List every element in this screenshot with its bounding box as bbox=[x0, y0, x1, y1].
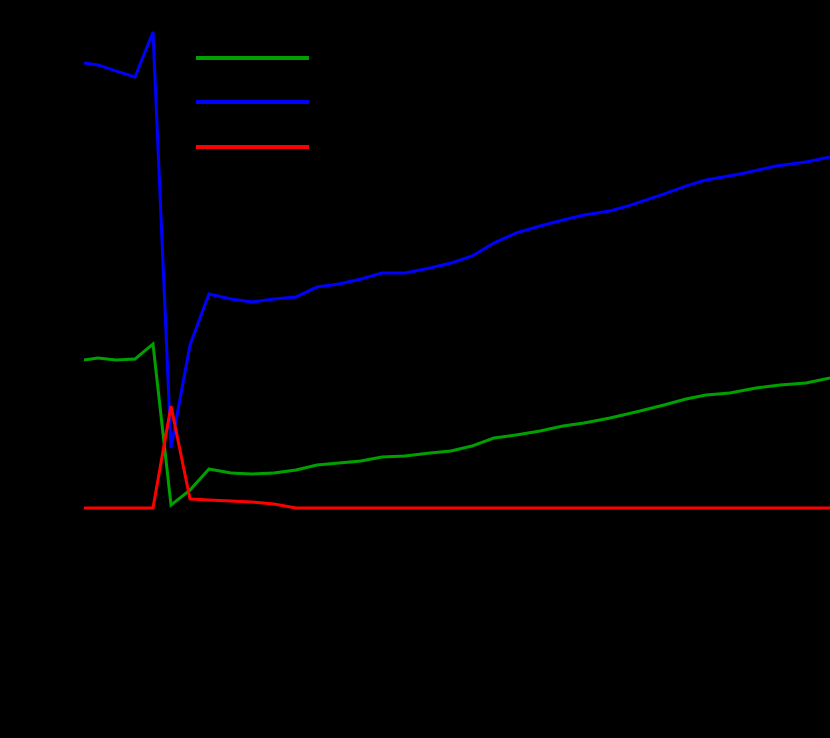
series-blue-line bbox=[83, 31, 830, 449]
series-red-line bbox=[84, 405, 830, 510]
legend bbox=[196, 56, 309, 149]
series-green-line bbox=[83, 341, 830, 508]
series-layer bbox=[83, 31, 830, 510]
